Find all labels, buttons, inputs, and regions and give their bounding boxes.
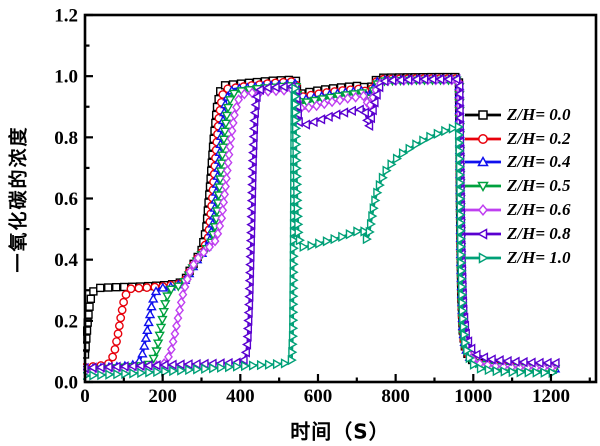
legend-item-label: Z/H= 0.5 [507,176,571,196]
x-tick-label: 1000 [454,386,492,407]
legend-item-label: Z/H= 0.8 [507,223,571,243]
legend-key-diamond [465,204,501,217]
legend-item-label: Z/H= 1.0 [507,247,571,267]
legend-item: Z/H= 1.0 [464,246,571,270]
legend-key-triangle-right [465,251,501,264]
x-tick-label: 1200 [532,386,570,407]
legend-key-triangle-left [465,228,501,240]
legend-item: Z/H= 0.5 [464,174,571,198]
x-tick-label: 0 [80,386,90,407]
y-tick-label: 0.6 [54,189,78,210]
y-tick-label: 1.2 [54,6,78,27]
legend-item-label: Z/H= 0.2 [507,128,571,148]
y-tick-label: 1.0 [54,67,78,88]
y-tick-label: 0.0 [54,373,78,394]
legend-key-triangle-down [465,182,501,193]
y-tick-label: 0.2 [54,311,78,332]
legend-item: Z/H= 0.6 [464,198,571,222]
x-tick-label: 200 [148,386,177,407]
legend-key-triangle-up [465,156,501,167]
legend-item: Z/H= 0.2 [464,127,571,151]
y-tick-label: 0.4 [54,250,78,271]
legend-item-label: Z/H= 0.4 [507,152,571,172]
y-tick-label: 0.8 [54,128,78,149]
legend-item: Z/H= 0.4 [464,151,571,175]
x-tick-label: 800 [381,386,410,407]
legend-item: Z/H= 0.0 [464,103,571,127]
legend-key-circle [465,133,501,144]
x-axis-label: 时间（S） [290,419,390,444]
x-tick-label: 600 [304,386,333,407]
series-zh-1-0 [83,83,558,381]
y-axis-label: 一氧化碳的浓度 [7,125,30,273]
axis-tick-labels: 0 200 400 600 800 1000 1200 0.0 0.2 0.4 0.6 0.8 1.0 1… [54,6,570,408]
legend-item-label: Z/H= 0.0 [507,104,571,124]
legend-item-label: Z/H= 0.6 [507,200,571,220]
legend-key-square [465,110,501,120]
legend: Z/H= 0.0 Z/H= 0.2 Z/H= 0.4 Z/H= 0.5 Z/H=… [464,103,571,270]
legend-item: Z/H= 0.8 [464,222,571,246]
axis-ticks [83,13,591,384]
x-tick-label: 400 [226,386,255,407]
